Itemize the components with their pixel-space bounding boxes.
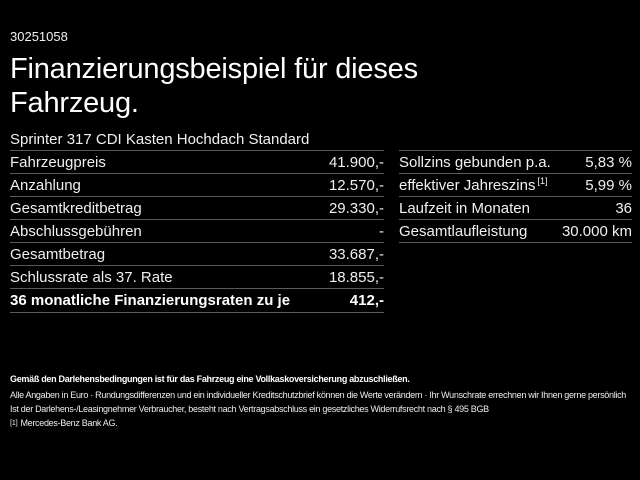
row-label: Schlussrate als 37. Rate bbox=[10, 268, 173, 286]
row-value: 18.855,- bbox=[328, 268, 384, 286]
row-label: Gesamtkreditbetrag bbox=[10, 199, 142, 217]
table-row: Gesamtkreditbetrag 29.330,- bbox=[10, 197, 384, 220]
row-value: 33.687,- bbox=[328, 245, 384, 263]
footnote-text: Mercedes-Benz Bank AG. bbox=[20, 418, 118, 428]
footnote-ref: [1] bbox=[537, 175, 548, 186]
table-row: Sollzins gebunden p.a. 5,83 % bbox=[399, 151, 632, 174]
table-row: Schlussrate als 37. Rate 18.855,- bbox=[10, 266, 384, 289]
row-label: Anzahlung bbox=[10, 176, 81, 194]
row-label: Abschlussgebühren bbox=[10, 222, 142, 240]
finance-table: Sprinter 317 CDI Kasten Hochdach Standar… bbox=[10, 128, 384, 313]
monthly-rate-row: 36 monatliche Finanzierungsraten zu je 4… bbox=[10, 289, 384, 313]
withdrawal-right-line: Ist der Darlehens-/Leasingnehmer Verbrau… bbox=[10, 404, 489, 414]
model-name: Sprinter 317 CDI Kasten Hochdach Standar… bbox=[10, 130, 310, 148]
disclaimer-line: Alle Angaben in Euro · Rundungsdifferenz… bbox=[10, 390, 626, 400]
table-row: Gesamtlaufleistung 30.000 km bbox=[399, 220, 632, 243]
table-row: Fahrzeugpreis 41.900,- bbox=[10, 151, 384, 174]
footnote-line: [1] Mercedes-Benz Bank AG. bbox=[10, 416, 632, 430]
row-value: 30.000 km bbox=[561, 222, 632, 240]
page-title: Finanzierungsbeispiel für dieses Fahrzeu… bbox=[10, 53, 418, 119]
table-row: effektiver Jahreszins [1] 5,99 % bbox=[399, 174, 632, 197]
row-value: 29.330,- bbox=[328, 199, 384, 217]
row-value: 5,83 % bbox=[585, 153, 632, 171]
row-label: Gesamtbetrag bbox=[10, 245, 106, 263]
row-label: Laufzeit in Monaten bbox=[399, 199, 530, 217]
table-row: Anzahlung 12.570,- bbox=[10, 174, 384, 197]
row-value: 412,- bbox=[349, 292, 384, 309]
insurance-note: Gemäß den Darlehensbedingungen ist für d… bbox=[10, 374, 410, 384]
model-header-row: Sprinter 317 CDI Kasten Hochdach Standar… bbox=[10, 128, 384, 151]
row-value: 41.900,- bbox=[328, 153, 384, 171]
conditions-table: Sollzins gebunden p.a. 5,83 % effektiver… bbox=[399, 150, 632, 243]
row-label: Gesamtlaufleistung bbox=[399, 222, 528, 240]
row-value: 12.570,- bbox=[328, 176, 384, 194]
legal-footer: Gemäß den Darlehensbedingungen ist für d… bbox=[10, 372, 632, 430]
row-value: - bbox=[379, 222, 384, 240]
table-row: Laufzeit in Monaten 36 bbox=[399, 197, 632, 220]
row-label: Sollzins gebunden p.a. bbox=[399, 153, 551, 171]
row-label: effektiver Jahreszins [1] bbox=[399, 175, 548, 194]
row-label: 36 monatliche Finanzierungsraten zu je bbox=[10, 292, 291, 309]
row-label: Fahrzeugpreis bbox=[10, 153, 106, 171]
table-row: Gesamtbetrag 33.687,- bbox=[10, 243, 384, 266]
reference-number: 30251058 bbox=[10, 29, 68, 44]
row-value: 5,99 % bbox=[585, 176, 632, 194]
footnote-marker: [1] bbox=[10, 418, 18, 427]
table-row: Abschlussgebühren - bbox=[10, 220, 384, 243]
row-value: 36 bbox=[615, 199, 632, 217]
